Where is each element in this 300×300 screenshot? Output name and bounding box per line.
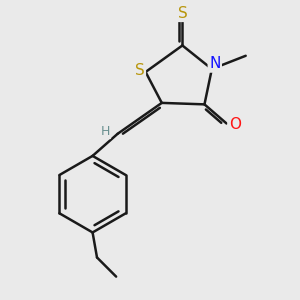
Text: N: N <box>209 56 220 71</box>
Text: S: S <box>178 6 187 21</box>
Text: H: H <box>100 125 110 138</box>
Text: O: O <box>229 118 241 133</box>
Text: S: S <box>135 63 145 78</box>
